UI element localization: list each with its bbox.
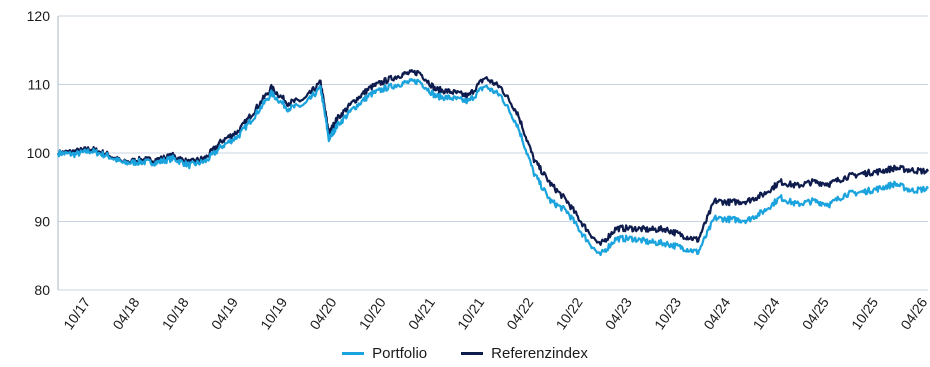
x-tick-label: 10/25	[848, 294, 881, 332]
x-tick-label: 04/19	[208, 294, 241, 332]
x-tick-label: 10/22	[553, 294, 586, 332]
x-tick-label: 10/21	[454, 294, 487, 332]
x-tick-label: 10/20	[356, 294, 389, 332]
y-tick-label: 120	[27, 8, 51, 24]
x-tick-label: 04/25	[799, 294, 832, 332]
x-tick-label: 10/18	[159, 294, 192, 332]
series-line-portfolio	[56, 78, 929, 257]
legend-swatch-referenzindex	[461, 352, 484, 355]
y-axis-ticks: 80 90 100 110 120	[27, 8, 51, 298]
line-chart: 80 90 100 110 120 10/17 04/18 10/18 04/19 10/19 0…	[27, 8, 930, 332]
x-axis-ticks: 10/17 04/18 10/18 04/19 10/19 04/20 10/20 04/21…	[60, 294, 930, 332]
x-tick-label: 10/24	[750, 294, 783, 332]
legend-label-portfolio: Portfolio	[372, 345, 428, 362]
x-tick-label: 04/26	[897, 294, 930, 332]
x-tick-label: 10/17	[60, 294, 93, 332]
legend: Portfolio Referenzindex	[0, 345, 930, 362]
x-tick-label: 04/20	[306, 294, 339, 332]
series-line-referenzindex	[56, 69, 929, 246]
y-tick-label: 110	[28, 77, 51, 93]
x-tick-label: 04/18	[109, 294, 142, 332]
legend-item-portfolio: Portfolio	[342, 345, 427, 362]
legend-swatch-portfolio	[342, 352, 365, 355]
legend-item-referenzindex: Referenzindex	[461, 345, 588, 362]
grid-lines	[57, 15, 928, 291]
x-tick-label: 10/19	[257, 294, 290, 332]
y-tick-label: 80	[34, 282, 50, 298]
x-tick-label: 04/21	[405, 294, 438, 332]
x-tick-label: 04/22	[503, 294, 536, 332]
x-tick-label: 04/24	[700, 294, 733, 332]
x-tick-label: 10/23	[651, 294, 684, 332]
y-tick-label: 100	[27, 145, 51, 161]
legend-label-referenzindex: Referenzindex	[491, 345, 588, 362]
x-tick-label: 04/23	[602, 294, 635, 332]
series-lines	[56, 69, 929, 257]
y-tick-label: 90	[34, 214, 50, 230]
